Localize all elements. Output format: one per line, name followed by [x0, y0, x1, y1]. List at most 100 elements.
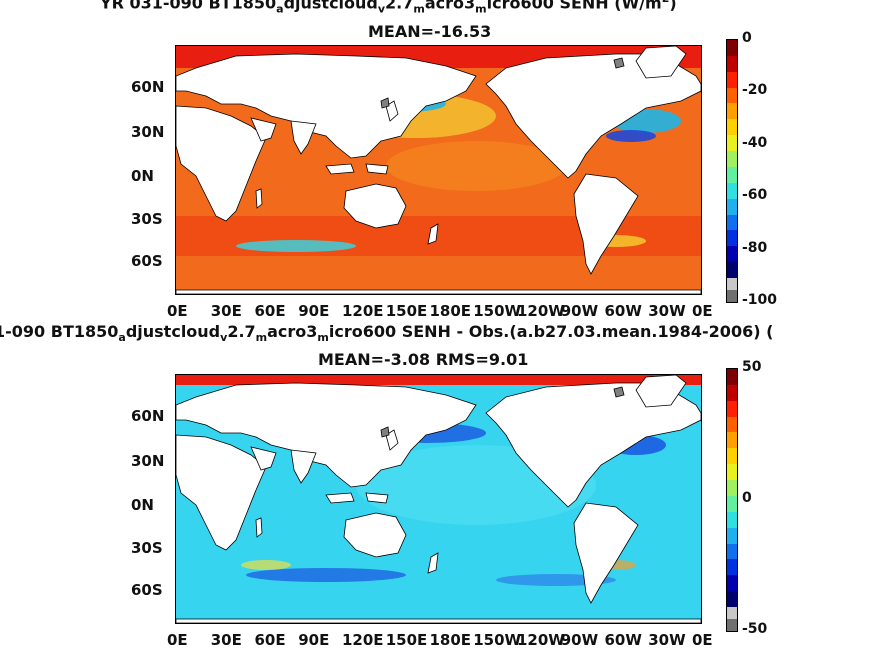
panel2-map [175, 374, 702, 624]
continent-shape [290, 449, 317, 484]
colorbar-tick-label: -50 [742, 621, 768, 637]
title-sub: m [317, 331, 329, 345]
colorbar-segment [727, 448, 737, 466]
continent-shape [250, 446, 277, 471]
lon-tick-label: 90E [298, 631, 330, 649]
acc-blue [246, 568, 406, 582]
lat-tick-label: 30S [131, 538, 163, 557]
lon-tick-label: 120W [517, 302, 565, 320]
title-seg: 2.7 [227, 322, 256, 341]
title-sub: m [413, 2, 425, 16]
lon-tick-label: 90W [560, 631, 599, 649]
panel1-subtitle: MEAN=-16.53 [368, 22, 492, 41]
lon-tick-label: 30W [648, 631, 686, 649]
colorbar-segment [727, 543, 737, 561]
continent-shape [485, 53, 701, 179]
continent-shape [365, 492, 389, 504]
continent-shape [250, 117, 277, 142]
panel1-map [175, 45, 702, 295]
missing-hudson [613, 57, 625, 69]
lon-tick-label: 0E [692, 631, 713, 649]
colorbar-segment [727, 246, 737, 264]
continent-shape [485, 382, 701, 508]
colorbar-segment [727, 135, 737, 153]
panel1-colorbar [726, 39, 738, 303]
continent-shape [255, 517, 263, 538]
lon-tick-label: 30E [210, 631, 242, 649]
continent-shape [255, 188, 263, 209]
continent-shape [325, 492, 355, 504]
colorbar-missing-dark [727, 619, 737, 631]
continent-shape [427, 552, 439, 574]
title-sup: 2 [662, 0, 670, 5]
lon-tick-label: 150W [473, 302, 522, 320]
colorbar-segment [727, 575, 737, 593]
colorbar-tick-label: -60 [742, 187, 768, 204]
title-seg: 2.7 [385, 0, 414, 13]
colorbar-segment [727, 198, 737, 216]
continent-shape [176, 434, 267, 551]
colorbar-segment [727, 87, 737, 105]
title-sub: m [475, 2, 487, 16]
lon-tick-label: 120E [342, 302, 384, 320]
continent-shape [325, 163, 355, 175]
lon-tick-label: 30W [648, 302, 686, 320]
colorbar-tick-label: -80 [742, 239, 768, 256]
colorbar-segment [727, 103, 737, 121]
map-field-svg [176, 375, 701, 623]
colorbar-segment [727, 214, 737, 232]
lon-tick-label: 150E [385, 631, 428, 649]
panel1-title: YR 031-090 BT1850adjustcloudv2.7macro3mi… [100, 0, 677, 16]
continent-shape [573, 502, 639, 604]
colorbar-segment [727, 40, 737, 57]
continent-shape [343, 183, 407, 229]
colorbar-segment [727, 151, 737, 168]
colorbar-segment [727, 495, 737, 513]
colorbar-tick-label: -20 [742, 82, 768, 99]
lat-tick-label: 0N [131, 496, 154, 515]
lon-tick-label: 30E [210, 302, 242, 320]
title-seg: djustcloud [125, 322, 221, 341]
title-seg: icro600 SENH (W/m [486, 0, 662, 13]
pacific-warm [386, 141, 566, 191]
colorbar-segment [727, 55, 737, 73]
colorbar-segment [727, 369, 737, 386]
title-seg: ) [669, 0, 677, 13]
title-seg: YR 031-090 BT1850 [100, 0, 277, 13]
acc-cold [236, 240, 356, 252]
lat-tick-label: 30N [131, 122, 165, 141]
lon-tick-label: 0E [692, 302, 713, 320]
continent-shape [573, 173, 639, 275]
title-seg: acro3 [267, 322, 318, 341]
map-field-svg [176, 46, 701, 294]
lat-tick-label: 60S [131, 251, 163, 270]
panel2-title: 1-090 BT1850adjustcloudv2.7macro3micro60… [0, 322, 773, 344]
continent-shape [343, 512, 407, 558]
colorbar-segment [727, 262, 737, 279]
gulfstream-core [606, 130, 656, 142]
colorbar-segment [727, 400, 737, 418]
continent-shape [290, 120, 317, 155]
lon-tick-label: 60E [254, 631, 286, 649]
colorbar-segment [727, 464, 737, 482]
missing-okhotsk [380, 97, 390, 109]
panel2-colorbar [726, 368, 738, 632]
lon-tick-label: 180E [429, 631, 472, 649]
arctic-band [176, 375, 701, 385]
title-seg: icro600 SENH - Obs.(a.b27.03.mean.1984-2… [328, 322, 774, 341]
lon-tick-label: 90W [560, 302, 599, 320]
title-sub: v [220, 331, 228, 345]
continent-shape [176, 618, 701, 623]
title-sub: m [255, 331, 268, 345]
lon-tick-label: 120W [517, 631, 565, 649]
lat-tick-label: 30S [131, 209, 163, 228]
lat-tick-label: 60S [131, 580, 163, 599]
lon-tick-label: 180E [429, 302, 472, 320]
colorbar-segment [727, 119, 737, 137]
title-sub: v [377, 2, 386, 16]
lon-tick-label: 60W [604, 631, 642, 649]
lon-tick-label: 0E [167, 631, 188, 649]
missing-okhotsk [380, 426, 390, 438]
colorbar-segment [727, 559, 737, 577]
colorbar-segment [727, 480, 737, 497]
